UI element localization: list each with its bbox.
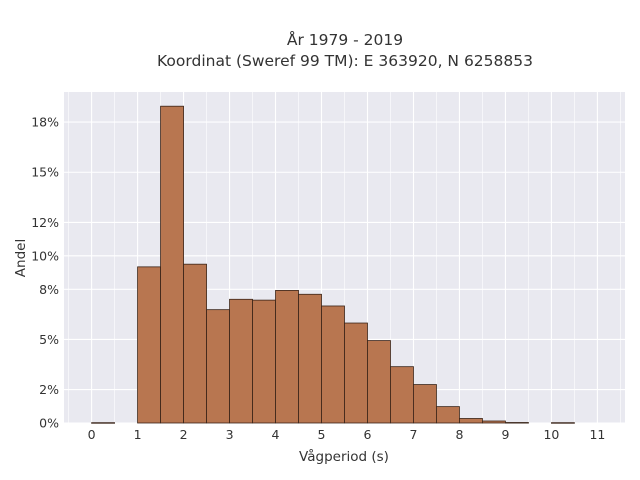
x-tick-label: 4	[272, 427, 280, 442]
histogram-bar	[137, 266, 161, 424]
y-axis-ticks: 0% 2% 5% 8% 10% 12% 15% 18%	[31, 115, 59, 431]
x-tick-label: 5	[318, 427, 326, 442]
histogram-bar	[459, 418, 483, 424]
y-tick-label: 10%	[31, 248, 59, 263]
x-tick-label: 11	[589, 427, 605, 442]
x-tick-label: 9	[501, 427, 509, 442]
x-tick-label: 7	[409, 427, 417, 442]
y-tick-label: 8%	[39, 282, 59, 297]
y-tick-label: 15%	[31, 165, 59, 180]
histogram-bar	[367, 340, 391, 424]
y-tick-label: 2%	[39, 382, 59, 397]
histogram-bar	[160, 105, 184, 424]
histogram-bar	[413, 384, 437, 424]
x-tick-label: 10	[543, 427, 559, 442]
chart-subtitle: Koordinat (Sweref 99 TM): E 363920, N 62…	[157, 52, 533, 70]
x-tick-label: 1	[134, 427, 142, 442]
histogram-bar	[551, 422, 575, 424]
histogram-bar	[252, 299, 276, 424]
histogram-bar	[390, 366, 414, 424]
x-axis-label: Vågperiod (s)	[299, 448, 389, 465]
y-tick-label: 12%	[31, 215, 59, 230]
histogram-bars	[91, 105, 575, 424]
y-tick-label: 18%	[31, 115, 59, 130]
x-tick-label: 2	[180, 427, 188, 442]
histogram-bar	[275, 290, 299, 424]
y-tick-label: 5%	[39, 332, 59, 347]
y-tick-label: 0%	[39, 416, 59, 431]
histogram-bar	[298, 293, 322, 424]
histogram-bar	[482, 420, 506, 424]
chart-title: År 1979 - 2019	[287, 30, 403, 49]
x-axis-ticks: 0 1 2 3 4 5 6 7 8 9 10 11	[88, 427, 606, 442]
histogram-bar	[321, 305, 345, 424]
histogram-bar	[183, 263, 207, 424]
x-tick-label: 3	[226, 427, 234, 442]
y-axis-label: Andel	[13, 239, 29, 277]
histogram-bar	[91, 422, 115, 424]
histogram-bar	[344, 322, 368, 424]
x-tick-label: 8	[455, 427, 463, 442]
histogram-bar	[229, 298, 253, 424]
histogram-bar	[206, 309, 230, 424]
x-tick-label: 6	[364, 427, 372, 442]
histogram-bar	[436, 406, 460, 424]
histogram-bar	[505, 422, 529, 424]
x-tick-label: 0	[88, 427, 96, 442]
